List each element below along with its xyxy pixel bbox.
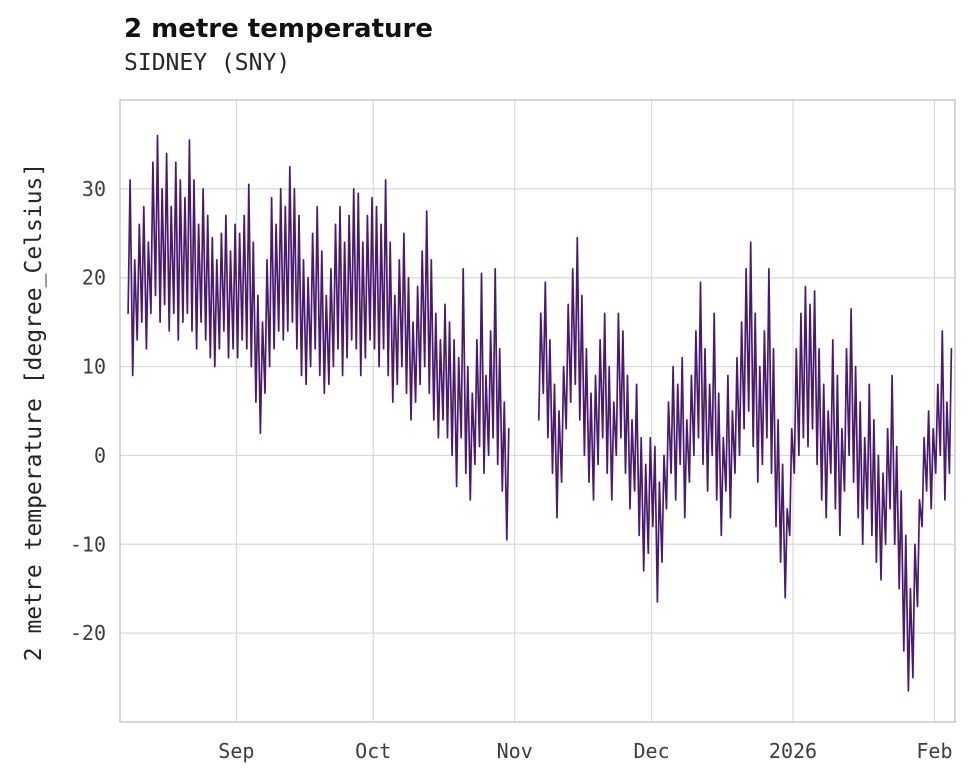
x-tick-labels: Sep Oct Nov Dec 2026 Feb xyxy=(218,739,952,763)
chart-title: 2 metre temperature xyxy=(124,14,433,44)
x-tick-label: Feb xyxy=(916,739,952,763)
y-tick-label: 30 xyxy=(82,177,106,201)
y-tick-label: 20 xyxy=(82,266,106,290)
grid-lines xyxy=(120,100,955,722)
x-tick-label: 2026 xyxy=(769,739,817,763)
plot-border xyxy=(119,99,956,723)
temperature-line xyxy=(127,134,953,692)
x-tick-label: Oct xyxy=(355,739,391,763)
y-tick-label: -10 xyxy=(70,532,106,556)
y-tick-labels: -20 -10 0 10 20 30 xyxy=(70,177,106,645)
x-tick-label: Sep xyxy=(218,739,254,763)
x-tick-label: Dec xyxy=(634,739,670,763)
y-tick-label: 0 xyxy=(94,443,106,467)
chart-subtitle-station: SIDNEY (SNY) xyxy=(124,50,291,76)
y-tick-label: 10 xyxy=(82,355,106,379)
y-tick-label: -20 xyxy=(70,621,106,645)
x-tick-label: Nov xyxy=(497,739,533,763)
